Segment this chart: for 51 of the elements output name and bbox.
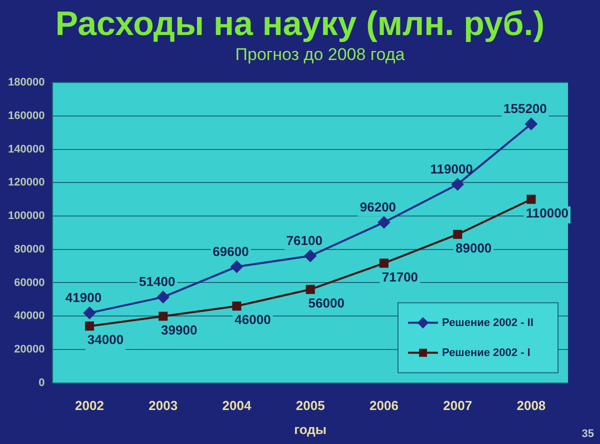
y-tick-label: 80000 (14, 243, 45, 256)
point (158, 312, 168, 321)
point (84, 306, 96, 319)
y-tick-label: 120000 (8, 176, 45, 189)
data-label: 76100 (286, 232, 322, 248)
point (84, 322, 94, 331)
chart-subtitle: Прогноз до 2008 года (234, 44, 406, 66)
legend-label: Решение 2002 - II (442, 316, 534, 329)
x-axis-title: годы (294, 422, 327, 437)
point (232, 302, 242, 311)
data-label: 39900 (161, 322, 198, 338)
point (306, 284, 315, 294)
data-label: 71700 (382, 269, 418, 284)
data-label: 46000 (234, 312, 271, 328)
x-tick-label: 2004 (222, 398, 252, 414)
data-label: 119000 (430, 161, 473, 176)
y-tick-label: 160000 (8, 110, 45, 122)
data-label: 69600 (212, 244, 249, 259)
y-tick-label: 140000 (8, 143, 45, 156)
point (230, 260, 243, 273)
y-tick-label: 40000 (14, 310, 45, 322)
data-label: 51400 (139, 274, 176, 290)
data-label: 56000 (308, 295, 344, 310)
y-tick-label: 20000 (14, 343, 45, 356)
x-tick-label: 2007 (443, 398, 472, 414)
y-tick-label: 60000 (14, 276, 45, 289)
point (526, 194, 536, 204)
data-label: 89000 (456, 240, 492, 256)
point (453, 230, 462, 239)
x-tick-label: 2006 (370, 398, 398, 414)
x-tick-label: 2002 (75, 398, 104, 414)
point (379, 258, 388, 268)
data-label: 155200 (504, 101, 547, 116)
point (525, 118, 538, 130)
y-tick-label: 100000 (8, 210, 45, 222)
point (304, 250, 316, 262)
chart-title: Расходы на науку (млн. руб.) (54, 4, 546, 44)
x-tick-label: 2008 (516, 398, 546, 414)
data-label: 41900 (65, 290, 102, 305)
data-label: 110000 (526, 205, 569, 220)
point (157, 291, 170, 304)
point (452, 178, 464, 190)
text: 35 (582, 428, 594, 440)
data-label: 96200 (360, 199, 396, 214)
x-tick-label: 2005 (296, 398, 325, 414)
y-tick-label: 0 (38, 376, 45, 389)
y-tick-label: 180000 (8, 76, 45, 89)
point (378, 216, 390, 228)
x-tick-label: 2003 (148, 398, 178, 414)
legend-label: Решение 2002 - I (442, 346, 530, 359)
data-label: 34000 (87, 332, 124, 348)
